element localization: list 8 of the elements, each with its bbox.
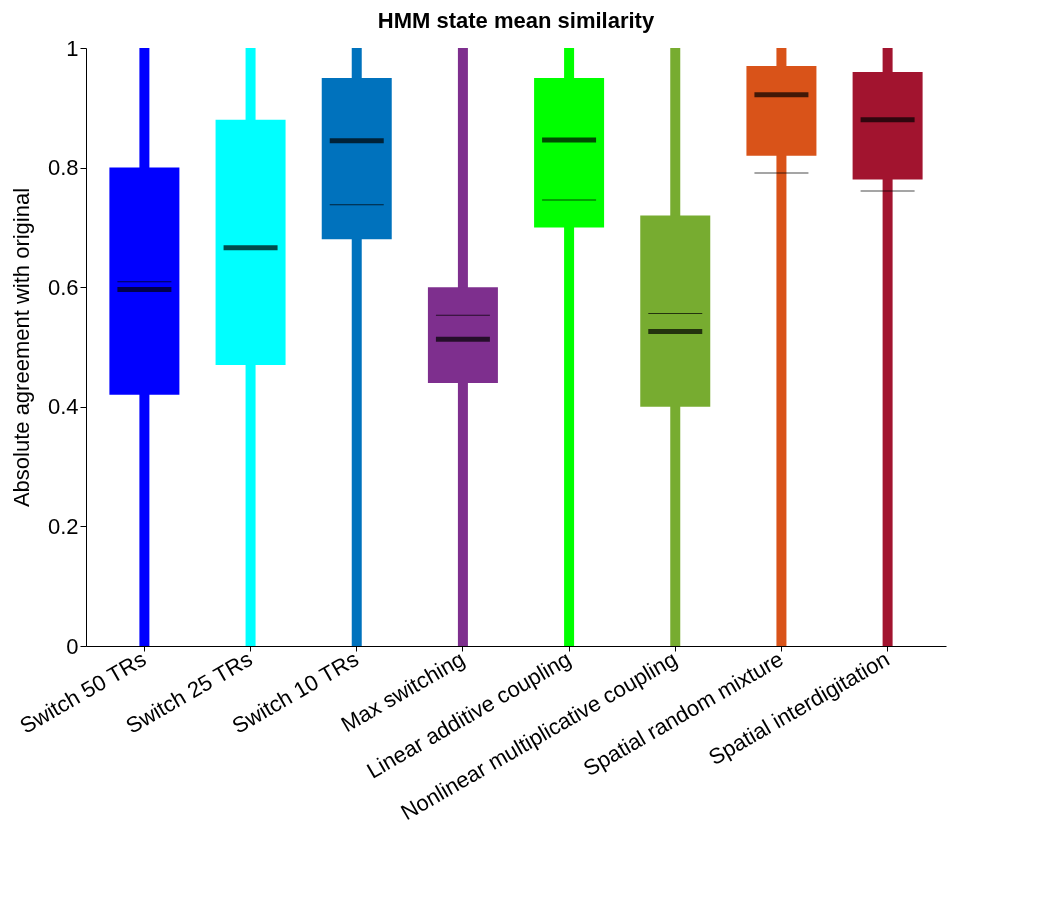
y-tick-label: 0 xyxy=(66,633,79,659)
y-tick-label: 1 xyxy=(66,35,79,61)
y-axis-title: Absolute agreement with original xyxy=(8,187,34,508)
y-tick-label: 0.8 xyxy=(47,155,79,181)
y-tick-label: 0.4 xyxy=(47,394,79,420)
y-tick-label: 0.2 xyxy=(47,513,79,539)
chart-title: HMM state mean similarity xyxy=(377,8,655,33)
y-tick-label: 0.6 xyxy=(47,274,79,300)
